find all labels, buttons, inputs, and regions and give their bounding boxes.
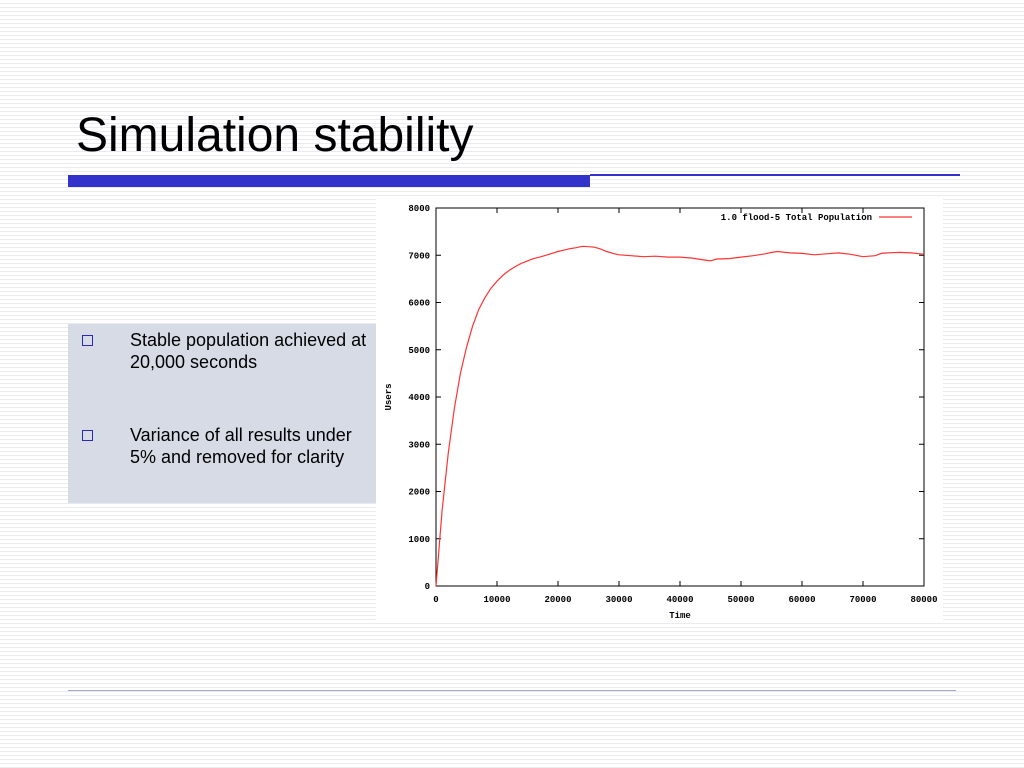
x-tick-label: 70000: [849, 595, 876, 605]
y-tick-label: 3000: [408, 440, 430, 450]
slide-title: Simulation stability: [76, 109, 474, 162]
x-tick-label: 60000: [788, 595, 815, 605]
y-tick-label: 8000: [408, 204, 430, 214]
x-tick-label: 30000: [605, 595, 632, 605]
y-tick-label: 4000: [408, 393, 430, 403]
population-chart: 0 10000 20000 30000 40000 50000 60000 70000 8000…: [376, 198, 943, 622]
square-bullet-icon: [82, 335, 93, 346]
bullet-text: Variance of all results under 5% and rem…: [130, 425, 352, 467]
chart-svg: 0 10000 20000 30000 40000 50000 60000 70000 8000…: [384, 204, 938, 621]
bullet-text: Stable population achieved at 20,000 sec…: [130, 330, 367, 372]
x-tick-label: 0: [433, 595, 438, 605]
legend-label: 1.0 flood-5 Total Population: [721, 213, 872, 223]
square-bullet-icon: [82, 430, 93, 441]
x-tick-label: 40000: [666, 595, 693, 605]
y-tick-label: 5000: [408, 346, 430, 356]
x-tick-label: 50000: [727, 595, 754, 605]
series-line: [435, 245, 925, 587]
title-underline-thin: [590, 174, 960, 176]
y-tick-label: 6000: [408, 299, 430, 309]
plot-frame: [435, 207, 925, 587]
x-tick-label: 80000: [910, 595, 937, 605]
x-axis-label: Time: [669, 611, 691, 621]
y-tick-label: 0: [425, 582, 430, 592]
x-tick-label: 10000: [483, 595, 510, 605]
y-axis-label: Users: [384, 383, 394, 410]
title-underline-thick: [68, 175, 590, 187]
y-tick-label: 1000: [408, 535, 430, 545]
x-tick-label: 20000: [544, 595, 571, 605]
y-tick-label: 2000: [408, 488, 430, 498]
footer-rule: [68, 690, 956, 691]
y-tick-label: 7000: [408, 251, 430, 261]
bullet-panel: Stable population achieved at 20,000 sec…: [68, 324, 376, 503]
